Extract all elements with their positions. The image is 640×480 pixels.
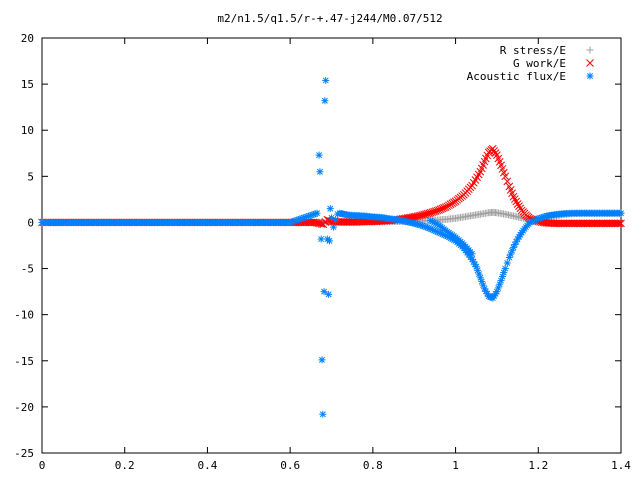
data-point [319, 410, 327, 418]
data-point [321, 97, 329, 105]
data-point [615, 219, 624, 228]
y-tick-label: 0 [27, 216, 34, 229]
data-point [503, 259, 511, 267]
data-point [613, 219, 622, 228]
legend-label: G work/E [513, 57, 566, 70]
legend-marker [586, 72, 594, 80]
x-tick-label: 1.2 [528, 459, 548, 472]
y-tick-label: -15 [14, 355, 34, 368]
data-point [617, 209, 625, 217]
data-point [330, 223, 338, 231]
data-point [501, 172, 510, 181]
data-point [501, 265, 509, 273]
data-point [513, 200, 522, 208]
data-point [316, 168, 324, 176]
y-tick-label: -5 [21, 263, 34, 276]
data-point [468, 250, 476, 258]
data-point [322, 76, 330, 84]
data-point [512, 197, 521, 206]
data-point [503, 177, 512, 186]
y-tick-label: 15 [21, 78, 34, 91]
data-point [510, 195, 519, 203]
plot-frame [41, 37, 622, 454]
series-2 [38, 76, 625, 418]
data-point [320, 288, 328, 296]
data-point [332, 216, 340, 224]
y-tick-label: 10 [21, 124, 34, 137]
y-tick-label: -10 [14, 309, 34, 322]
data-point [494, 284, 502, 292]
data-point [490, 146, 499, 155]
data-point [315, 151, 323, 159]
data-point [617, 219, 625, 228]
y-tick-label: 5 [27, 170, 34, 183]
legend-label: R stress/E [500, 44, 566, 57]
data-point [516, 204, 525, 213]
x-tick-label: 0.2 [115, 459, 135, 472]
data-point [491, 149, 500, 157]
data-point [318, 356, 326, 364]
legend-label: Acoustic flux/E [467, 70, 566, 83]
x-axis: 0 0.2 0.4 0.6 0.8 1 1.2 1.4 [39, 38, 631, 472]
x-tick-label: 1 [452, 459, 459, 472]
data-point [325, 237, 333, 245]
data-point [325, 290, 333, 298]
y-tick-label: -25 [14, 447, 34, 460]
x-tick-label: 0 [39, 459, 46, 472]
x-tick-label: 0.8 [363, 459, 383, 472]
y-axis: 20 15 10 5 0 -5 -10 -15 -20 -25 [14, 32, 621, 460]
y-tick-label: 20 [21, 32, 34, 45]
x-tick-label: 0.6 [280, 459, 300, 472]
x-tick-label: 0.4 [197, 459, 217, 472]
y-tick-label: -20 [14, 401, 34, 414]
chart-title: m2/n1.5/q1.5/r-+.47-j244/M0.07/512 [217, 12, 442, 25]
data-point [488, 144, 497, 153]
legend-marker [586, 59, 594, 67]
series-layer [38, 76, 625, 418]
data-point [509, 192, 518, 201]
data-point [515, 202, 523, 211]
data-point [317, 235, 325, 243]
data-point [326, 205, 334, 213]
legend-marker [586, 46, 594, 54]
x-tick-label: 1.4 [611, 459, 631, 472]
data-point [313, 209, 321, 217]
data-point [317, 220, 326, 228]
